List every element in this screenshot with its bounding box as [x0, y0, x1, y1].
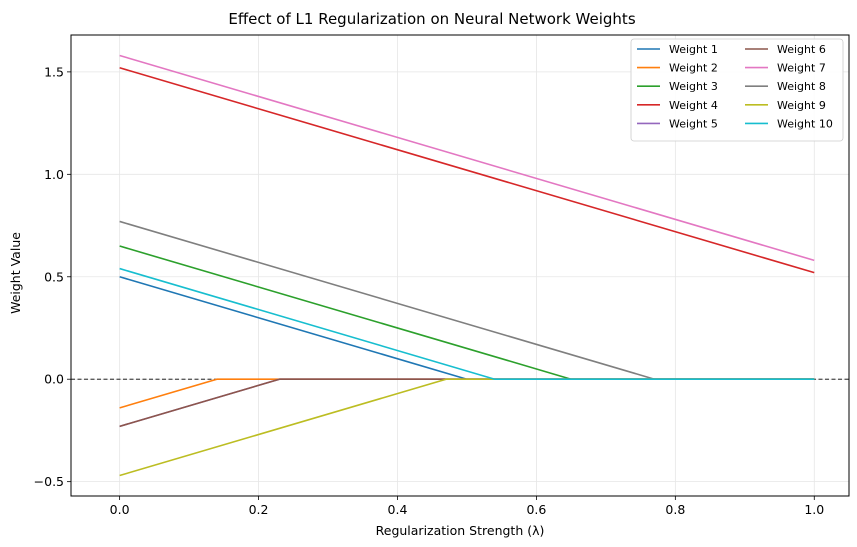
x-tick-label: 0.2 — [249, 502, 269, 517]
y-tick-label: −0.5 — [34, 474, 64, 489]
y-axis-ticks: −0.5 0.0 0.5 1.0 1.5 — [34, 64, 71, 489]
x-axis-ticks: 0.0 0.2 0.4 0.6 0.8 1.0 — [110, 496, 824, 517]
x-axis-label: Regularization Strength (λ) — [376, 523, 545, 538]
legend-item-weight-4: Weight 4 — [637, 99, 718, 112]
legend-item-weight-10: Weight 10 — [745, 117, 833, 130]
series-lines — [119, 54, 815, 477]
y-tick-label: 1.5 — [44, 64, 64, 79]
x-tick-label: 0.8 — [665, 502, 685, 517]
legend-item-weight-1: Weight 1 — [637, 43, 718, 56]
legend-label: Weight 9 — [777, 99, 826, 112]
legend-item-weight-5: Weight 5 — [637, 117, 718, 130]
legend-box — [630, 38, 844, 142]
x-tick-label: 0.4 — [388, 502, 408, 517]
x-tick-label: 1.0 — [804, 502, 824, 517]
y-tick-label: 0.5 — [44, 269, 64, 284]
series-line-weight-4 — [119, 67, 815, 274]
legend-label: Weight 6 — [777, 43, 826, 56]
x-tick-label: 0.6 — [526, 502, 546, 517]
plot-area-frame — [70, 34, 850, 497]
legend-item-weight-6: Weight 6 — [745, 43, 826, 56]
series-line-weight-7 — [119, 54, 815, 262]
legend-item-weight-9: Weight 9 — [745, 99, 826, 112]
legend-item-weight-2: Weight 2 — [637, 62, 718, 75]
legend-label: Weight 10 — [777, 117, 833, 130]
x-tick-label: 0.0 — [110, 502, 130, 517]
series-line-weight-10 — [119, 267, 815, 381]
chart-title: Effect of L1 Regularization on Neural Ne… — [228, 10, 635, 28]
legend-label: Weight 2 — [669, 62, 718, 75]
legend-item-weight-3: Weight 3 — [637, 80, 718, 93]
y-tick-label: 1.0 — [44, 167, 64, 182]
legend-label: Weight 8 — [777, 80, 826, 93]
legend-label: Weight 3 — [669, 80, 718, 93]
legend-item-weight-7: Weight 7 — [745, 62, 826, 75]
legend-label: Weight 1 — [669, 43, 718, 56]
y-tick-label: 0.0 — [44, 372, 64, 387]
legend-label: Weight 4 — [669, 99, 718, 112]
legend: Weight 1 Weight 2 Weight 3 Weight 4 Weight 5… — [630, 38, 844, 142]
y-axis-label: Weight Value — [8, 232, 23, 314]
legend-item-weight-8: Weight 8 — [745, 80, 826, 93]
legend-label: Weight 5 — [669, 117, 718, 130]
legend-label: Weight 7 — [777, 62, 826, 75]
